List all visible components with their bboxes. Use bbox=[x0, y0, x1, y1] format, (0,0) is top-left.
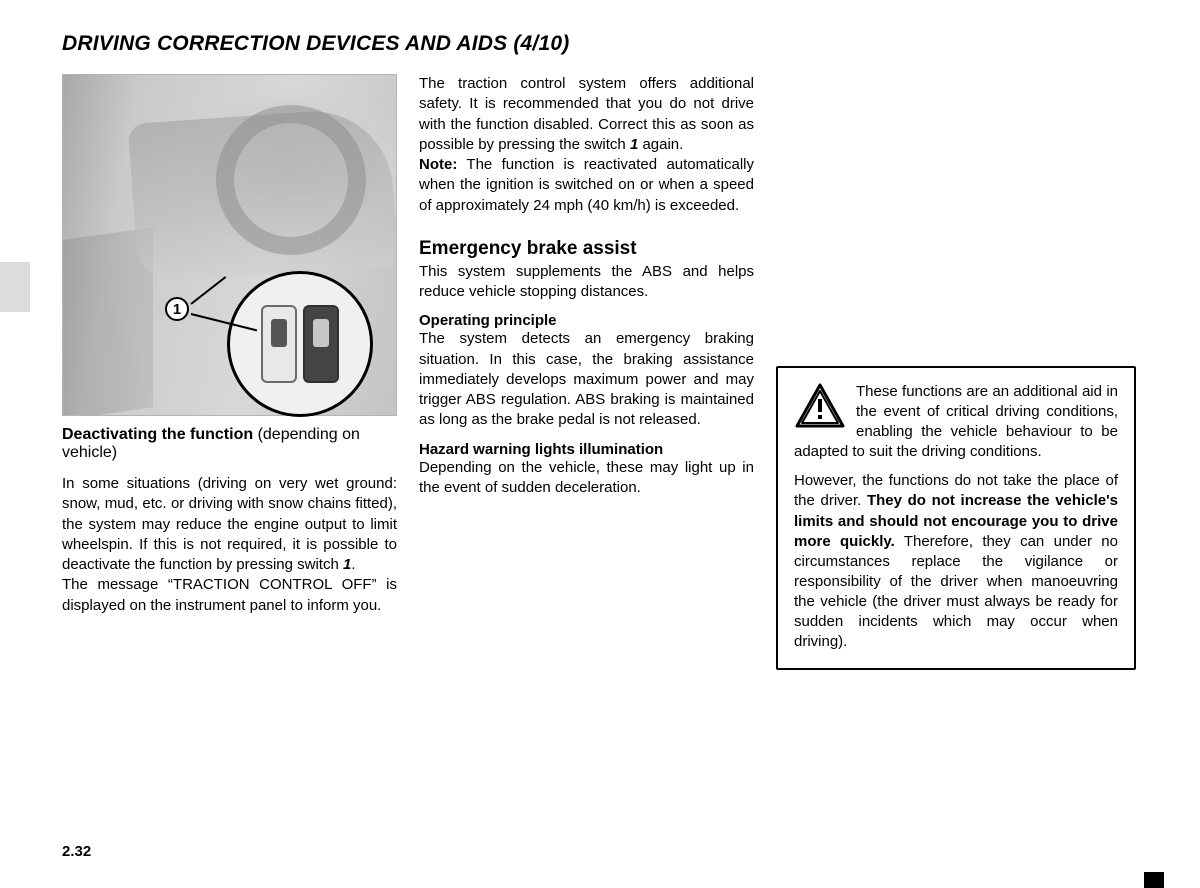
warning-box: These functions are an additional aid in… bbox=[776, 366, 1136, 670]
section-heading-eba: Emergency brake assist bbox=[419, 238, 754, 260]
text: . bbox=[351, 556, 355, 573]
paragraph: In some situations (driving on very wet … bbox=[62, 474, 397, 575]
column-1: 40006 1 Deactivating the function (depen… bbox=[62, 74, 397, 670]
sub-heading-operating: Operating principle bbox=[419, 312, 754, 329]
content-columns: 40006 1 Deactivating the function (depen… bbox=[62, 74, 1162, 670]
callout-detail-circle bbox=[227, 271, 373, 417]
column-3: These functions are an additional aid in… bbox=[776, 74, 1136, 670]
corner-crop-mark bbox=[1144, 872, 1164, 888]
title-main: DRIVING CORRECTION DEVICES AND AIDS bbox=[62, 32, 513, 55]
paragraph: Note: The function is reactivated automa… bbox=[419, 155, 754, 216]
warning-icon bbox=[794, 382, 846, 430]
manual-page: DRIVING CORRECTION DEVICES AND AIDS (4/1… bbox=[0, 0, 1200, 888]
page-title: DRIVING CORRECTION DEVICES AND AIDS (4/1… bbox=[62, 32, 1162, 56]
warning-paragraph: However, the functions do not take the p… bbox=[794, 471, 1118, 652]
text: The function is reactivated automaticall… bbox=[419, 156, 754, 214]
paragraph: The system detects an emergency braking … bbox=[419, 329, 754, 430]
paragraph: Depending on the vehicle, these may ligh… bbox=[419, 458, 754, 499]
steering-wheel-shape bbox=[216, 105, 366, 255]
sub-heading-hazard: Hazard warning lights illumination bbox=[419, 441, 754, 458]
text: again. bbox=[638, 136, 683, 153]
text: The traction control system offers addit… bbox=[419, 75, 754, 153]
column-2: The traction control system offers addit… bbox=[419, 74, 754, 670]
note-label: Note: bbox=[419, 156, 457, 173]
heading-text: Deactivating the function bbox=[62, 426, 253, 443]
text: Therefore, they can under no circumstanc… bbox=[794, 533, 1118, 650]
paragraph: The traction control system offers addit… bbox=[419, 74, 754, 155]
deactivating-heading: Deactivating the function (depending on … bbox=[62, 426, 397, 462]
switch-left bbox=[261, 305, 297, 383]
figure-dashboard: 40006 1 bbox=[62, 74, 397, 416]
page-number: 2.32 bbox=[62, 843, 91, 860]
paragraph: This system supplements the ABS and help… bbox=[419, 262, 754, 303]
switch-right bbox=[303, 305, 339, 383]
paragraph: The message “TRACTION CONTROL OFF” is di… bbox=[62, 575, 397, 616]
title-page-counter: (4/10) bbox=[513, 32, 569, 55]
callout-label-1: 1 bbox=[165, 297, 189, 321]
